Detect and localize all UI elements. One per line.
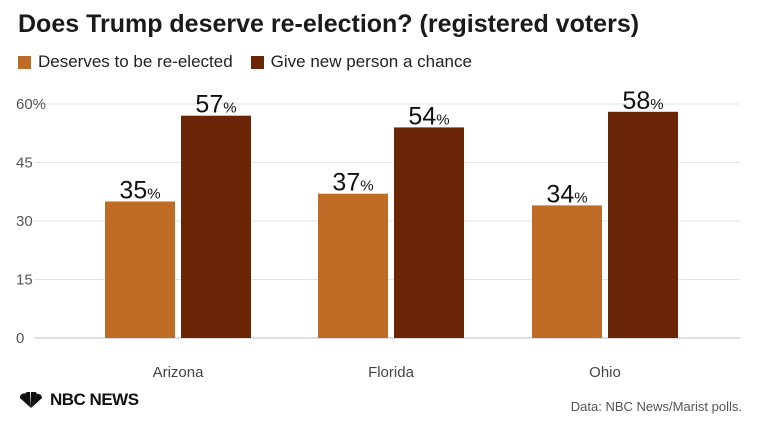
nbc-news-logo-text: NBC NEWS — [50, 390, 139, 409]
y-tick-label: 45 — [16, 155, 33, 172]
data-label: 57% — [195, 91, 236, 119]
bar — [105, 201, 175, 338]
bar — [181, 115, 251, 338]
bar — [318, 193, 388, 338]
peacock-icon — [19, 392, 43, 408]
y-tick-label: 30 — [16, 213, 33, 230]
source-note: Data: NBC News/Marist polls. — [570, 399, 742, 414]
data-label: 58% — [622, 87, 663, 115]
bar — [532, 205, 602, 338]
legend-swatch-deserves — [18, 55, 31, 69]
data-label: 54% — [408, 102, 449, 130]
x-tick-label: Ohio — [589, 364, 621, 381]
bar — [394, 127, 464, 339]
legend-label-new-person: Give new person a chance — [270, 52, 472, 71]
x-tick-label: Arizona — [153, 364, 205, 381]
y-tick-label: 60% — [16, 96, 46, 113]
legend-item-deserves: Deserves to be re-elected — [18, 52, 233, 72]
legend-item-new-person: Give new person a chance — [250, 52, 472, 72]
chart-title: Does Trump deserve re-election? (registe… — [18, 10, 640, 38]
y-tick-label: 0 — [16, 330, 24, 347]
y-tick-label: 15 — [16, 272, 33, 289]
data-label: 37% — [332, 169, 373, 197]
data-label: 34% — [546, 180, 587, 208]
chart-legend: Deserves to be re-elected Give new perso… — [18, 52, 472, 72]
legend-swatch-new-person — [250, 55, 264, 69]
bar — [608, 111, 678, 338]
nbc-news-logo: NBC NEWS — [18, 390, 139, 410]
legend-label-deserves: Deserves to be re-elected — [38, 52, 233, 71]
data-label: 35% — [119, 177, 160, 205]
x-tick-label: Florida — [368, 364, 415, 381]
